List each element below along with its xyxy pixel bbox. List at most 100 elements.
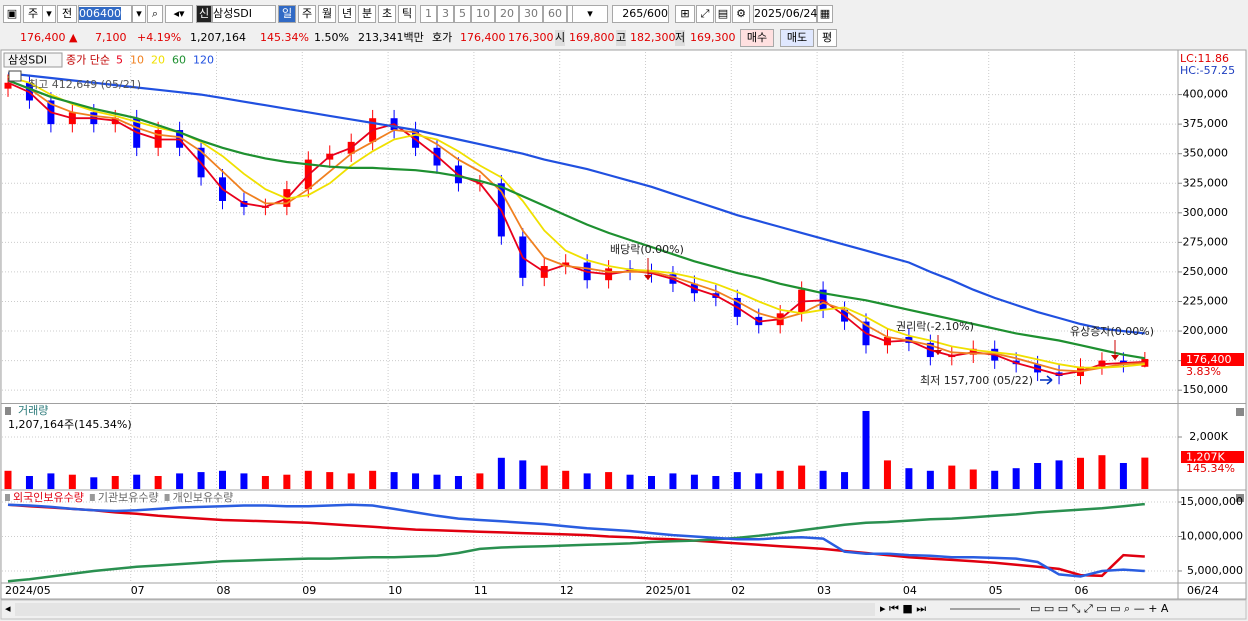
scroll-track[interactable]	[15, 603, 875, 616]
y-tick-label: 400,000	[1183, 88, 1229, 101]
volume-bar	[25, 475, 33, 489]
code-input[interactable]: 006400	[78, 5, 132, 23]
volume: 1,207,164	[190, 31, 246, 44]
last-volume-box	[1181, 451, 1244, 463]
dropdown[interactable]: ▾	[42, 5, 56, 23]
x-tick-label: 02	[731, 584, 745, 597]
y-tick-label: 5,000,000	[1187, 564, 1243, 577]
calendar-icon[interactable]: ▦	[817, 5, 833, 23]
count[interactable]: 265/600	[612, 5, 669, 23]
tick-button[interactable]: 30	[519, 5, 543, 23]
volume-bar	[733, 472, 741, 489]
interval-button[interactable]: 월	[318, 5, 336, 23]
tick-button[interactable]: 20	[495, 5, 519, 23]
panel-icon	[5, 407, 11, 415]
last-price-box	[1181, 353, 1244, 366]
tick-button[interactable]: 5	[454, 5, 471, 23]
grid-icon	[8, 70, 22, 82]
y-tick-label: 300,000	[1183, 206, 1229, 219]
tick-button[interactable]: 1	[420, 5, 437, 23]
quote-bar: 176,400 ▲ 7,100 +4.19% 1,207,164 145.34%…	[0, 28, 1248, 48]
menu-icon[interactable]: ▣	[3, 5, 21, 23]
annotation: 유상증자(0.00%)	[1070, 325, 1154, 338]
high-label: 고	[616, 30, 627, 46]
volume-bar	[519, 460, 527, 489]
volume-bar	[1141, 457, 1149, 489]
volume-bar	[1034, 462, 1042, 489]
y-tick-label: 200,000	[1183, 324, 1229, 337]
volume-bar	[776, 470, 784, 489]
legend-entry: 개인보유수량	[173, 491, 234, 504]
volume-bar	[690, 474, 698, 489]
series-line	[7, 502, 1145, 583]
candle-body	[4, 82, 12, 89]
volume-bar	[1012, 468, 1020, 489]
annotation: 권리락(-2.10%)	[896, 320, 974, 333]
x-tick-label: 03	[817, 584, 831, 597]
volume-bar	[176, 473, 184, 489]
view-icons[interactable]: ▭ ▭ ▭ ⤡ ⤢ ▭ ▭ ⌕ — + A	[1030, 602, 1169, 615]
buy-button[interactable]: 매수	[740, 29, 774, 47]
tick-button[interactable]: 60	[543, 5, 567, 23]
volume-bar	[905, 468, 913, 489]
tick-button[interactable]: 3	[437, 5, 454, 23]
legend-marker	[89, 494, 95, 501]
tool-icon[interactable]: ⊞	[675, 5, 695, 23]
interval-button[interactable]: 주	[298, 5, 316, 23]
volume-bar	[497, 457, 505, 489]
legend-title: 종가 단순	[66, 54, 110, 67]
volume-bar	[476, 473, 484, 489]
annotation: 최고 412,649 (05/21)	[28, 78, 141, 91]
setting-icon[interactable]: ⚙	[732, 5, 750, 23]
date[interactable]: 2025/06/24	[753, 5, 817, 23]
last-volume-label: 1,207K	[1186, 451, 1225, 464]
panel-close[interactable]	[1236, 494, 1244, 502]
playback-controls[interactable]: ▸ ⏮ ■ ⏭	[880, 602, 926, 615]
ask: 176,400	[460, 31, 506, 44]
interval-button[interactable]: 분	[358, 5, 376, 23]
sell-button[interactable]: 매도	[780, 29, 814, 47]
legend-entry: 기관보유수량	[98, 491, 159, 504]
interval-button[interactable]: 년	[338, 5, 356, 23]
candle-body	[1141, 358, 1149, 367]
interval-button[interactable]: 틱	[398, 5, 416, 23]
search[interactable]: ⌕	[147, 5, 163, 23]
dropdown[interactable]: ▾	[572, 5, 608, 23]
panel-subtitle: 1,207,164주(145.34%)	[8, 418, 132, 431]
last-rate-label: 3.83%	[1186, 365, 1221, 378]
turnover: 1.50%	[314, 31, 349, 44]
tick-button[interactable]: 10	[471, 5, 495, 23]
side[interactable]: 전	[57, 5, 77, 23]
y-tick-label: 15,000,000	[1180, 495, 1243, 508]
x-tick-label: 10	[388, 584, 402, 597]
dropdown[interactable]: ▾	[132, 5, 146, 23]
y-tick-label: 350,000	[1183, 147, 1229, 160]
sound[interactable]: ◂▾	[165, 5, 193, 23]
scroll-left[interactable]: ◂	[5, 602, 11, 615]
save-icon[interactable]: ▤	[715, 5, 731, 23]
x-tick-label: 04	[903, 584, 917, 597]
volume-bar	[1055, 460, 1063, 489]
series-line	[7, 81, 1145, 376]
volume-bar	[883, 460, 891, 489]
legend-entry: 외국인보유수량	[13, 491, 84, 504]
x-tick-label: 08	[217, 584, 231, 597]
avg-button[interactable]: 평	[817, 29, 837, 47]
legend-entry: 60	[172, 54, 186, 67]
new-flag[interactable]: 신	[196, 5, 212, 23]
legend-marker	[5, 494, 10, 501]
interval-button[interactable]: 일	[278, 5, 296, 23]
volume-bar	[626, 474, 634, 489]
interval-button[interactable]: 초	[378, 5, 396, 23]
panel-close[interactable]	[1236, 408, 1244, 416]
series-line	[7, 79, 1145, 360]
volume-bar	[304, 470, 312, 489]
volume-bar	[798, 465, 806, 489]
volume-bar	[562, 470, 570, 489]
tool-icon[interactable]: ⤢	[696, 5, 714, 23]
stock-name: 삼성SDI	[212, 5, 276, 23]
low: 169,300	[690, 31, 736, 44]
volume-bar	[454, 475, 462, 489]
